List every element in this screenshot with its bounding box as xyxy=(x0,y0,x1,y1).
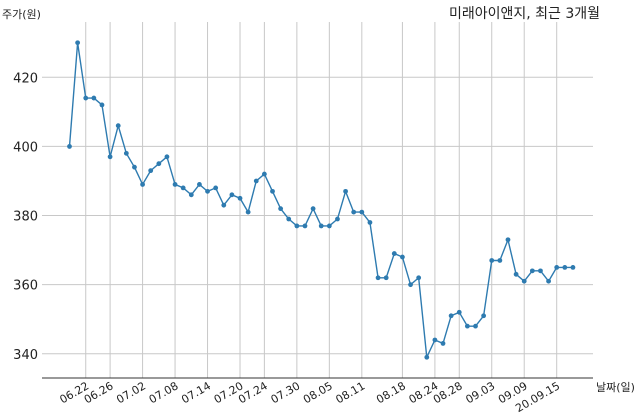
data-point xyxy=(521,278,527,284)
data-point xyxy=(67,144,72,149)
y-tick-label: 420 xyxy=(13,71,38,86)
y-tick-label: 380 xyxy=(13,210,38,225)
x-tick-label: 07.14 xyxy=(179,379,213,406)
data-point xyxy=(335,216,340,222)
x-tick-label: 08.18 xyxy=(374,379,408,406)
data-point xyxy=(440,341,446,346)
price-series xyxy=(67,40,576,360)
data-point xyxy=(270,188,275,194)
data-point xyxy=(505,237,511,243)
data-point xyxy=(343,188,348,194)
data-point xyxy=(205,188,210,194)
data-point xyxy=(229,192,235,198)
data-point xyxy=(562,264,568,270)
data-point xyxy=(456,309,462,315)
data-point xyxy=(416,275,422,281)
data-point xyxy=(164,154,170,160)
chart-title: 미래아이앤지, 최근 3개월 xyxy=(449,6,600,22)
data-point xyxy=(294,223,300,229)
data-point xyxy=(391,251,397,256)
data-point xyxy=(99,102,105,108)
data-point xyxy=(115,123,121,129)
x-tick-label: 07.02 xyxy=(114,379,148,406)
data-point xyxy=(156,161,162,167)
data-point xyxy=(359,209,365,215)
data-point xyxy=(383,275,389,281)
x-tick-label: 07.08 xyxy=(147,379,181,406)
data-point xyxy=(318,223,324,229)
data-point xyxy=(172,182,178,187)
data-point xyxy=(424,354,430,360)
data-point xyxy=(188,192,194,198)
data-point xyxy=(221,202,227,208)
data-point xyxy=(132,164,137,170)
data-point xyxy=(326,223,332,229)
data-point xyxy=(107,154,113,160)
data-point xyxy=(213,185,219,191)
data-point xyxy=(538,268,543,274)
data-point xyxy=(400,254,405,260)
data-point xyxy=(529,268,535,274)
data-point xyxy=(448,313,454,319)
data-point xyxy=(91,95,97,101)
data-point xyxy=(546,278,551,284)
y-tick-label: 360 xyxy=(13,279,38,294)
data-point xyxy=(286,216,292,222)
data-point xyxy=(570,264,576,270)
data-point xyxy=(148,168,154,174)
data-point xyxy=(75,40,81,46)
data-point xyxy=(140,182,145,187)
data-point xyxy=(481,313,487,319)
data-point xyxy=(278,206,284,212)
data-point xyxy=(310,206,316,212)
x-tick-label: 08.05 xyxy=(301,379,335,406)
x-axis-label: 날짜(일) xyxy=(596,380,635,394)
data-point xyxy=(473,323,478,329)
data-point xyxy=(302,223,308,229)
x-tick-label: 07.30 xyxy=(269,379,303,406)
data-point xyxy=(245,209,251,215)
grid xyxy=(42,22,593,378)
y-axis-label: 주가(원) xyxy=(2,8,41,21)
data-point xyxy=(83,95,89,101)
data-point xyxy=(464,323,470,329)
data-point xyxy=(497,258,503,263)
data-point xyxy=(367,220,373,225)
data-point xyxy=(408,282,413,288)
x-tick-label: 08.11 xyxy=(334,379,368,406)
price-line xyxy=(68,42,573,358)
y-tick-label: 340 xyxy=(13,348,38,363)
data-point xyxy=(554,264,560,270)
data-point xyxy=(261,171,267,177)
data-point xyxy=(197,182,202,187)
data-point xyxy=(123,150,129,156)
data-point xyxy=(180,185,186,191)
data-point xyxy=(237,195,243,201)
x-tick-label: 09.03 xyxy=(463,379,497,406)
data-point xyxy=(489,258,495,263)
data-point xyxy=(375,275,381,281)
data-point xyxy=(253,178,259,184)
tick-labels: 34036038040042006.2206.2607.0207.0807.14… xyxy=(13,71,562,415)
data-point xyxy=(351,209,357,215)
data-point xyxy=(432,337,438,343)
data-point xyxy=(513,271,519,277)
y-tick-label: 400 xyxy=(13,140,38,155)
